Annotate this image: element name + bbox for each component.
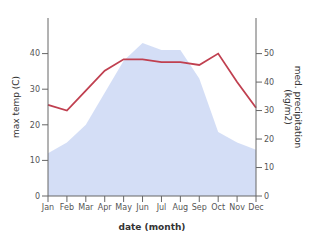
svg-text:40: 40 (30, 49, 40, 58)
svg-text:May: May (115, 203, 132, 212)
svg-text:10: 10 (264, 163, 274, 172)
svg-text:30: 30 (30, 85, 40, 94)
svg-text:30: 30 (264, 106, 274, 115)
svg-text:40: 40 (264, 78, 274, 87)
svg-text:date (month): date (month) (119, 222, 186, 232)
svg-text:0: 0 (264, 192, 269, 201)
svg-text:max temp (C): max temp (C) (11, 76, 21, 138)
svg-text:0: 0 (35, 192, 40, 201)
svg-text:Sep: Sep (192, 203, 207, 212)
svg-text:Jun: Jun (135, 203, 149, 212)
svg-text:Nov: Nov (229, 203, 245, 212)
svg-text:Apr: Apr (98, 203, 113, 212)
svg-text:Feb: Feb (60, 203, 74, 212)
svg-text:Aug: Aug (173, 203, 189, 212)
svg-text:med. precipitation(kg/m2): med. precipitation(kg/m2) (283, 66, 303, 148)
svg-text:50: 50 (264, 49, 274, 58)
svg-text:Mar: Mar (78, 203, 94, 212)
svg-text:Oct: Oct (211, 203, 225, 212)
svg-text:Jan: Jan (41, 203, 54, 212)
svg-text:20: 20 (30, 121, 40, 130)
svg-text:20: 20 (264, 135, 274, 144)
svg-text:Dec: Dec (248, 203, 263, 212)
svg-text:Jul: Jul (156, 203, 167, 212)
svg-text:10: 10 (30, 156, 40, 165)
